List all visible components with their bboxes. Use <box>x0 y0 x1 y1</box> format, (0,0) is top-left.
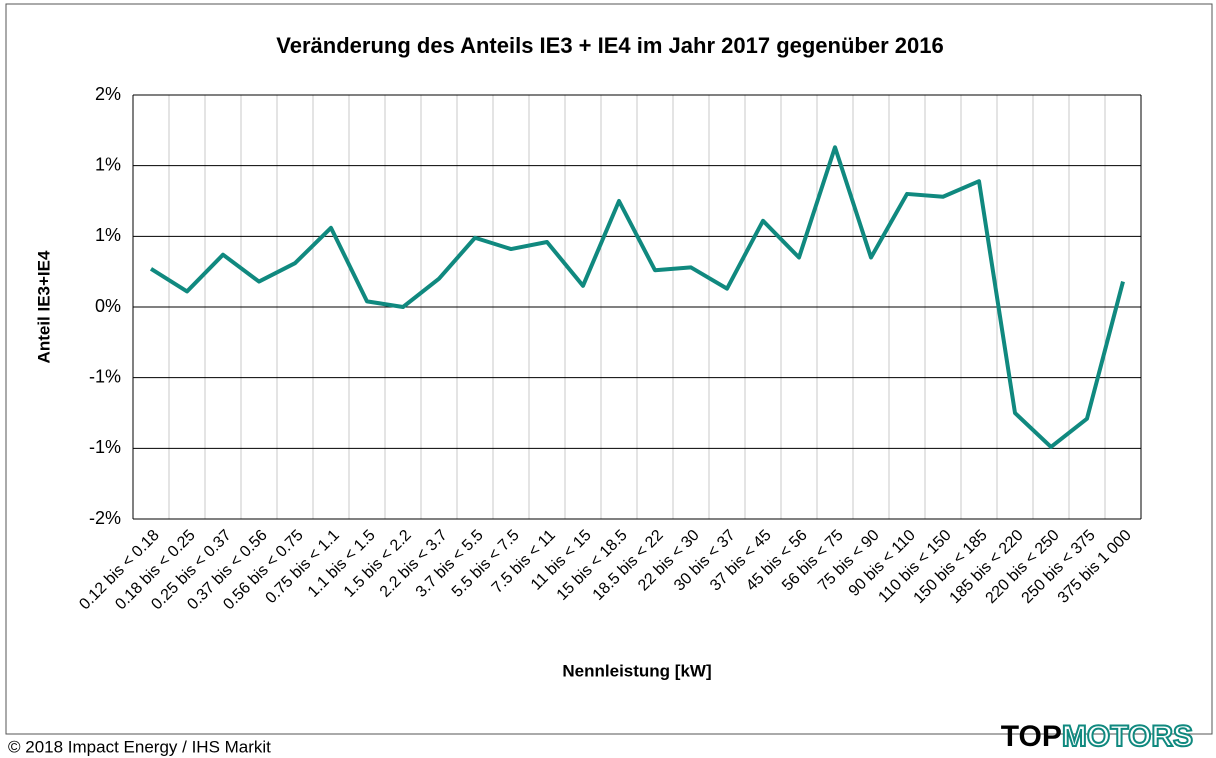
chart-frame <box>5 3 1213 735</box>
y-tick-label: 0% <box>95 296 121 316</box>
logo-motors: MOTORS <box>1062 720 1193 753</box>
y-tick-label: 1% <box>95 225 121 245</box>
logo-top: TOP <box>1001 720 1062 753</box>
y-tick-label: 1% <box>95 154 121 174</box>
y-tick-label: -1% <box>89 366 121 386</box>
chart-title: Veränderung des Anteils IE3 + IE4 im Jah… <box>276 33 943 58</box>
footer: © 2018 Impact Energy / IHS Markit <box>8 737 271 756</box>
data-line <box>149 145 1125 449</box>
y-tick-label: -1% <box>89 437 121 457</box>
y-axis-label: Anteil IE3+IE4 <box>34 250 53 363</box>
x-axis-label: Nennleistung [kW] <box>562 661 711 680</box>
y-tick-label: -2% <box>89 508 121 528</box>
logo: TOPMOTORS <box>1001 720 1193 753</box>
y-tick-label: 2% <box>95 84 121 104</box>
